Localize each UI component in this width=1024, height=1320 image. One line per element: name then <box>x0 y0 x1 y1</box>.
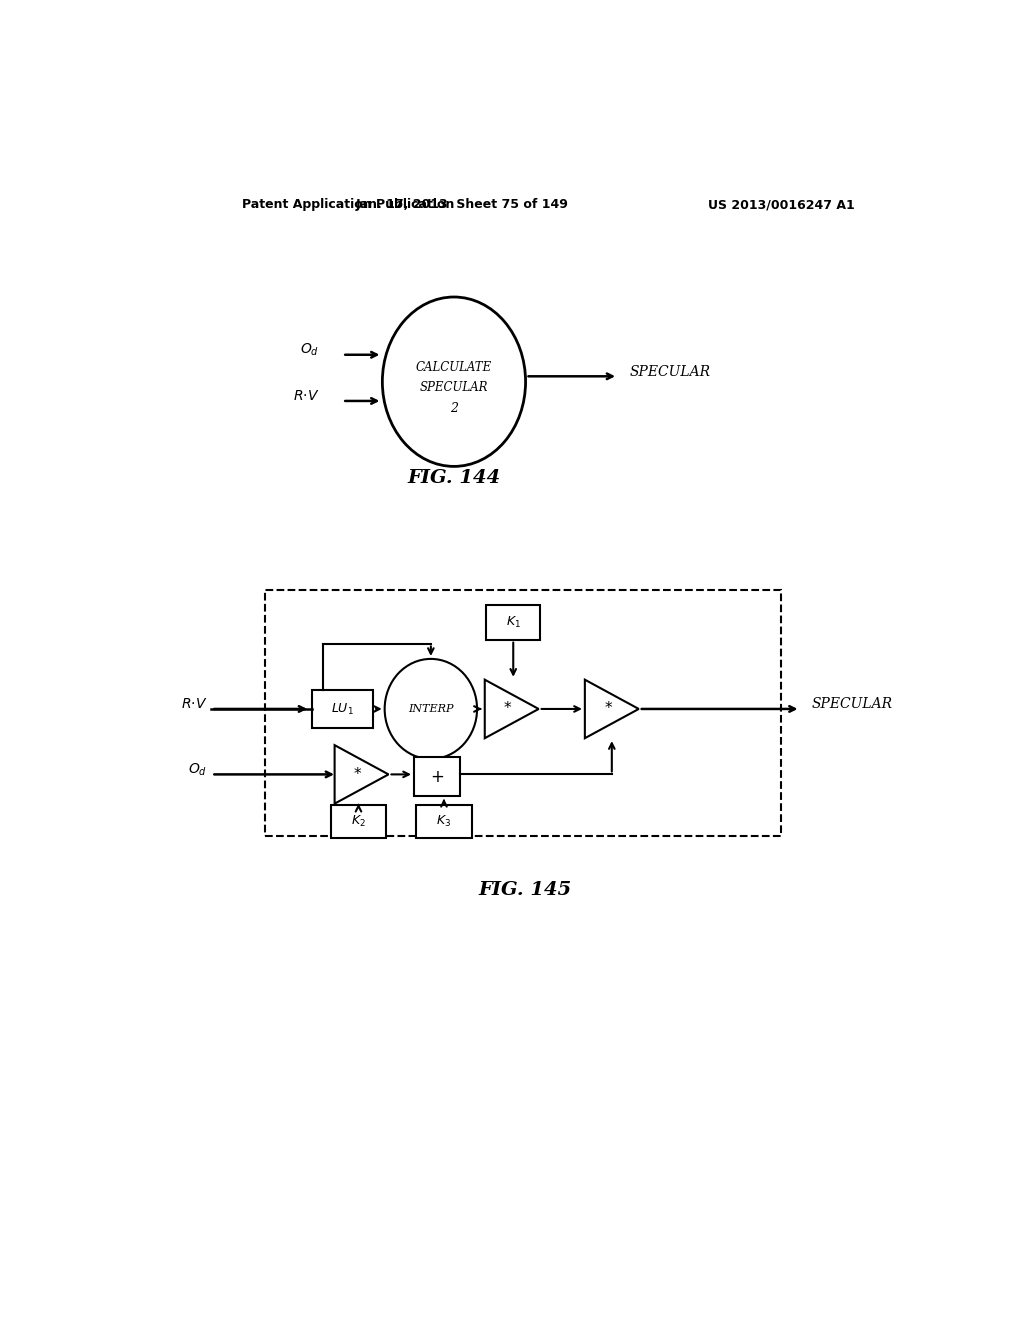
Bar <box>414 758 460 796</box>
Text: SPECULAR: SPECULAR <box>812 697 893 711</box>
Text: $K_3$: $K_3$ <box>436 814 452 829</box>
Text: $R{\cdot}V$: $R{\cdot}V$ <box>293 389 319 404</box>
Text: Patent Application Publication: Patent Application Publication <box>243 198 455 211</box>
Bar <box>265 590 781 836</box>
Text: +: + <box>430 768 444 785</box>
Bar <box>331 805 386 838</box>
Text: SPECULAR: SPECULAR <box>420 381 488 395</box>
Text: $LU_1$: $LU_1$ <box>331 701 353 717</box>
Text: FIG. 145: FIG. 145 <box>478 880 571 899</box>
Text: $R{\cdot}V$: $R{\cdot}V$ <box>181 697 208 711</box>
Text: US 2013/0016247 A1: US 2013/0016247 A1 <box>708 198 855 211</box>
Ellipse shape <box>382 297 525 466</box>
Bar <box>416 805 472 838</box>
Text: $K_2$: $K_2$ <box>351 814 366 829</box>
Text: *: * <box>504 701 512 717</box>
Polygon shape <box>585 680 639 738</box>
Text: *: * <box>354 767 361 781</box>
Text: 2: 2 <box>450 403 458 416</box>
Ellipse shape <box>385 659 477 759</box>
Text: *: * <box>604 701 611 717</box>
Text: SPECULAR: SPECULAR <box>630 364 711 379</box>
Text: FIG. 144: FIG. 144 <box>408 469 501 487</box>
Bar <box>311 689 373 729</box>
Text: $O_d$: $O_d$ <box>300 342 319 358</box>
Polygon shape <box>335 744 388 804</box>
Text: CALCULATE: CALCULATE <box>416 362 493 375</box>
Text: $K_1$: $K_1$ <box>506 615 521 630</box>
Bar <box>486 605 541 640</box>
Text: $O_d$: $O_d$ <box>188 762 208 777</box>
Text: Jan. 17, 2013  Sheet 75 of 149: Jan. 17, 2013 Sheet 75 of 149 <box>355 198 568 211</box>
Polygon shape <box>484 680 539 738</box>
Text: INTERP: INTERP <box>409 704 454 714</box>
